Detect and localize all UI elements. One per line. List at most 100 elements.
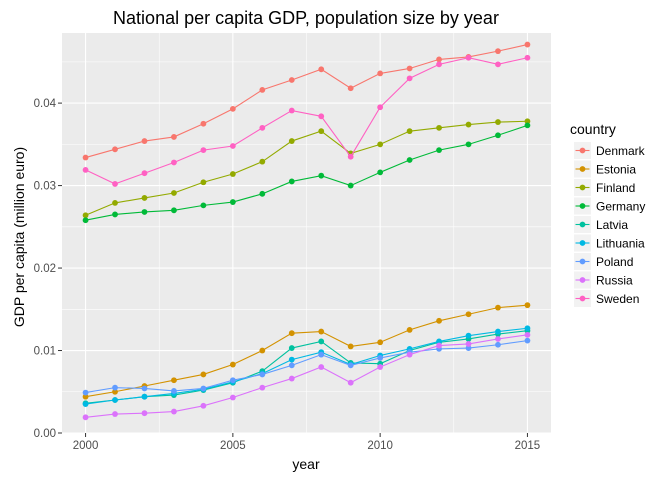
data-point-poland <box>82 389 89 396</box>
x-tick-label: 2005 <box>220 440 246 452</box>
data-point-finland <box>318 128 325 135</box>
data-point-lithuania <box>288 356 295 363</box>
data-point-russia <box>406 351 413 358</box>
data-point-germany <box>347 182 354 189</box>
series-line-sweden <box>85 57 528 185</box>
data-point-germany <box>112 211 118 218</box>
data-point-estonia <box>200 371 207 378</box>
data-point-estonia <box>171 377 177 384</box>
series-finland <box>82 118 531 219</box>
data-point-denmark <box>318 66 325 73</box>
chart-title: National per capita GDP, population size… <box>113 8 499 28</box>
data-point-sweden <box>436 61 442 68</box>
data-point-estonia <box>436 317 442 324</box>
data-point-finland <box>259 158 266 165</box>
data-point-sweden <box>171 159 177 166</box>
series-line-estonia <box>85 304 528 398</box>
data-point-poland <box>259 371 266 378</box>
legend-key-point <box>579 240 586 246</box>
data-point-poland <box>495 341 501 348</box>
series-line-latvia <box>85 330 528 404</box>
legend-label-sweden: Sweden <box>596 292 639 306</box>
legend-key-point <box>579 203 586 209</box>
data-point-lithuania <box>465 332 472 339</box>
data-point-russia <box>200 402 207 409</box>
legend-label-lithuania: Lithuania <box>596 237 645 251</box>
data-point-poland <box>524 337 531 344</box>
data-point-poland <box>229 377 236 384</box>
data-point-denmark <box>524 41 531 48</box>
y-axis: 0.00 0.01 0.02 0.03 0.04 <box>34 98 62 440</box>
x-tick-label: 2015 <box>515 440 541 452</box>
data-point-denmark <box>112 146 118 153</box>
data-point-finland <box>495 119 501 125</box>
data-point-finland <box>229 171 236 177</box>
data-point-russia <box>82 414 89 421</box>
data-point-sweden <box>347 153 354 160</box>
legend-item-denmark: Denmark <box>574 142 646 159</box>
data-point-poland <box>141 385 148 392</box>
data-point-sweden <box>112 181 118 187</box>
series-estonia <box>82 302 531 400</box>
data-point-poland <box>171 388 177 394</box>
legend-label-denmark: Denmark <box>596 144 646 158</box>
y-tick-label: 0.02 <box>34 263 56 275</box>
data-point-russia <box>495 336 501 342</box>
data-point-estonia <box>259 347 266 354</box>
data-point-germany <box>524 122 531 129</box>
legend-key-point <box>579 295 586 302</box>
legend-item-estonia: Estonia <box>574 160 636 178</box>
data-point-estonia <box>82 393 89 400</box>
legend-label-latvia: Latvia <box>596 218 628 232</box>
data-point-germany <box>288 178 295 185</box>
data-point-sweden <box>495 61 501 68</box>
legend-key-point <box>579 184 586 191</box>
legend-item-sweden: Sweden <box>574 290 639 307</box>
data-point-sweden <box>318 113 325 120</box>
data-point-denmark <box>229 105 236 112</box>
data-point-sweden <box>229 143 236 149</box>
data-point-poland <box>200 385 207 392</box>
legend-item-latvia: Latvia <box>574 216 628 233</box>
data-point-estonia <box>229 361 236 368</box>
data-point-lithuania <box>524 325 531 332</box>
legend-item-poland: Poland <box>574 253 633 270</box>
legend-key-point <box>579 258 586 265</box>
data-point-denmark <box>288 77 295 83</box>
data-point-russia <box>436 342 442 349</box>
data-point-russia <box>524 331 531 338</box>
data-point-russia <box>288 375 295 382</box>
series-russia <box>82 331 531 421</box>
data-point-estonia <box>112 388 118 395</box>
data-point-russia <box>465 341 472 347</box>
data-point-germany <box>229 199 236 205</box>
legend-label-russia: Russia <box>596 274 633 288</box>
data-point-germany <box>465 141 472 148</box>
x-axis: 2000 2005 2010 2015 <box>73 433 540 452</box>
legend-item-lithuania: Lithuania <box>574 234 645 252</box>
data-point-estonia <box>318 328 325 335</box>
data-point-estonia <box>406 327 413 333</box>
data-point-russia <box>229 394 236 401</box>
data-point-estonia <box>524 302 531 309</box>
data-point-poland <box>318 351 325 358</box>
legend-items: Denmark Estonia Finland Germany Latvia Lithua… <box>574 142 646 307</box>
data-point-germany <box>200 202 207 209</box>
legend-label-estonia: Estonia <box>596 163 636 177</box>
series-line-germany <box>85 124 528 221</box>
series-denmark <box>82 41 531 161</box>
data-point-sweden <box>524 54 531 61</box>
x-tick-label: 2010 <box>367 440 393 452</box>
data-point-finland <box>377 141 384 148</box>
data-point-sweden <box>377 104 384 111</box>
y-tick-label: 0.00 <box>34 428 56 440</box>
legend-item-russia: Russia <box>574 271 633 289</box>
data-point-denmark <box>82 154 89 161</box>
data-point-latvia <box>288 345 295 351</box>
series-poland <box>82 337 531 396</box>
legend: country Denmark Estonia Finland Germany Latv… <box>570 121 646 307</box>
data-point-sweden <box>141 170 148 177</box>
y-tick-label: 0.04 <box>34 98 57 110</box>
data-point-sweden <box>259 124 266 131</box>
